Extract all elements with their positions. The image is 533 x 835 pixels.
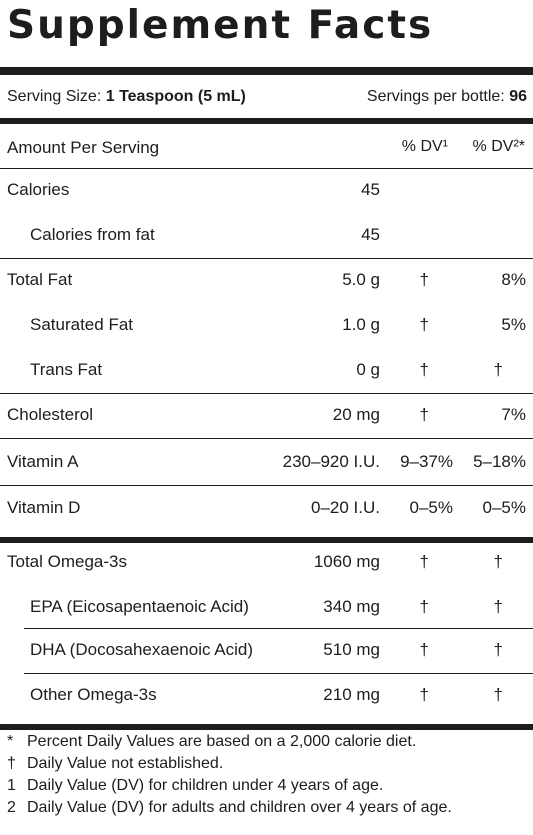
footnote: * Percent Daily Values are based on a 2,0… — [7, 731, 452, 753]
nutrient-dv2: † — [493, 685, 503, 704]
nutrient-dv2: † — [493, 552, 503, 571]
nutrient-dv1: † — [419, 360, 429, 379]
nutrient-dv1: † — [419, 552, 429, 571]
thick-divider — [0, 537, 533, 543]
nutrient-dv2: † — [493, 597, 503, 616]
footnote-marker: 1 — [7, 777, 16, 794]
footnote-text: Daily Value (DV) for adults and children… — [27, 799, 452, 816]
thick-divider — [0, 118, 533, 124]
nutrient-label: Total Fat — [7, 270, 73, 289]
nutrient-dv1: † — [419, 640, 429, 659]
nutrient-dv1: 9–37% — [400, 452, 453, 471]
nutrient-row: Saturated Fat 1.0 g † 5% — [0, 303, 533, 348]
nutrient-amount: 230–920 I.U. — [282, 452, 380, 471]
footnote: 2 Daily Value (DV) for adults and childre… — [7, 797, 452, 819]
servings-per-container: Servings per bottle: 96 — [367, 88, 527, 106]
nutrient-dv2: 8% — [501, 270, 526, 289]
nutrient-dv2: 5% — [501, 315, 526, 334]
divider — [0, 393, 533, 394]
nutrient-amount: 210 mg — [323, 685, 380, 704]
nutrient-row: Trans Fat 0 g † † — [0, 348, 533, 393]
nutrient-label: DHA (Docosahexaenoic Acid) — [30, 640, 254, 659]
nutrient-label: Total Omega-3s — [7, 552, 127, 571]
nutrient-label: EPA (Eicosapentaenoic Acid) — [30, 597, 249, 616]
nutrient-dv2: † — [493, 360, 503, 379]
nutrient-dv2: 7% — [501, 405, 526, 424]
nutrient-amount: 0–20 I.U. — [311, 498, 380, 517]
divider — [0, 485, 533, 486]
divider — [24, 673, 533, 674]
footnote-text: Percent Daily Values are based on a 2,00… — [27, 733, 417, 750]
nutrient-row: Other Omega-3s 210 mg † † — [0, 673, 533, 718]
nutrient-amount: 45 — [361, 225, 380, 244]
serving-size-value: 1 Teaspoon (5 mL) — [105, 88, 246, 105]
nutrient-label: Saturated Fat — [30, 315, 134, 334]
servings-label: Servings per bottle: — [366, 88, 505, 105]
nutrient-amount: 340 mg — [323, 597, 380, 616]
nutrient-amount: 1.0 g — [342, 315, 380, 334]
serving-size: Serving Size: 1 Teaspoon (5 mL) — [7, 88, 246, 106]
nutrient-label: Cholesterol — [7, 405, 93, 424]
nutrient-row: Calories from fat 45 — [0, 213, 533, 258]
nutrient-label: Trans Fat — [30, 360, 103, 379]
nutrient-amount: 0 g — [356, 360, 380, 379]
nutrient-row: Cholesterol 20 mg † 7% — [0, 393, 533, 438]
nutrient-dv2: 5–18% — [473, 452, 526, 471]
nutrient-row: DHA (Docosahexaenoic Acid) 510 mg † † — [0, 628, 533, 673]
nutrient-label: Vitamin D — [7, 498, 81, 517]
nutrient-row: Vitamin A 230–920 I.U. 9–37% 5–18% — [0, 440, 533, 485]
footnote-text: Daily Value (DV) for children under 4 ye… — [27, 777, 384, 794]
nutrient-dv2: 0–5% — [482, 498, 526, 517]
thick-divider — [0, 67, 533, 75]
nutrient-amount: 20 mg — [332, 405, 380, 424]
footnote-marker: † — [7, 755, 16, 772]
nutrient-label: Other Omega-3s — [30, 685, 157, 704]
nutrient-dv1: † — [419, 315, 429, 334]
footnote-text: Daily Value not established. — [27, 755, 224, 772]
divider — [0, 438, 533, 439]
divider — [0, 258, 533, 259]
dv2-header: % DV²* — [472, 138, 525, 155]
nutrient-dv1: † — [419, 405, 429, 424]
nutrient-label: Calories — [7, 180, 70, 199]
nutrient-dv1: † — [419, 270, 429, 289]
amount-per-serving-header: Amount Per Serving — [7, 138, 160, 157]
nutrient-row: Total Omega-3s 1060 mg † † — [0, 540, 533, 585]
footnote: † Daily Value not established. — [7, 753, 452, 775]
nutrient-dv1: † — [419, 685, 429, 704]
nutrient-row: EPA (Eicosapentaenoic Acid) 340 mg † † — [0, 585, 533, 630]
nutrient-dv1: 0–5% — [409, 498, 453, 517]
nutrient-amount: 45 — [361, 180, 380, 199]
footnote-marker: 2 — [7, 799, 16, 816]
nutrient-amount: 1060 mg — [313, 552, 380, 571]
nutrient-amount: 5.0 g — [342, 270, 380, 289]
nutrient-label: Vitamin A — [7, 452, 79, 471]
nutrient-row: Total Fat 5.0 g † 8% — [0, 258, 533, 303]
nutrient-row: Vitamin D 0–20 I.U. 0–5% 0–5% — [0, 486, 533, 531]
footnotes: * Percent Daily Values are based on a 2,0… — [7, 731, 452, 819]
serving-size-label: Serving Size: — [7, 88, 102, 105]
footnote: 1 Daily Value (DV) for children under 4 y… — [7, 775, 452, 797]
nutrient-amount: 510 mg — [323, 640, 380, 659]
nutrient-dv1: † — [419, 597, 429, 616]
nutrient-label: Calories from fat — [30, 225, 155, 244]
nutrient-row: Calories 45 — [0, 168, 533, 213]
divider — [0, 168, 533, 169]
thick-divider — [0, 724, 533, 730]
dv1-header: % DV¹ — [401, 138, 448, 155]
panel-title: Supplement Facts — [7, 3, 434, 48]
divider — [24, 628, 533, 629]
servings-value: 96 — [509, 88, 527, 105]
footnote-marker: * — [7, 733, 14, 750]
nutrient-dv2: † — [493, 640, 503, 659]
